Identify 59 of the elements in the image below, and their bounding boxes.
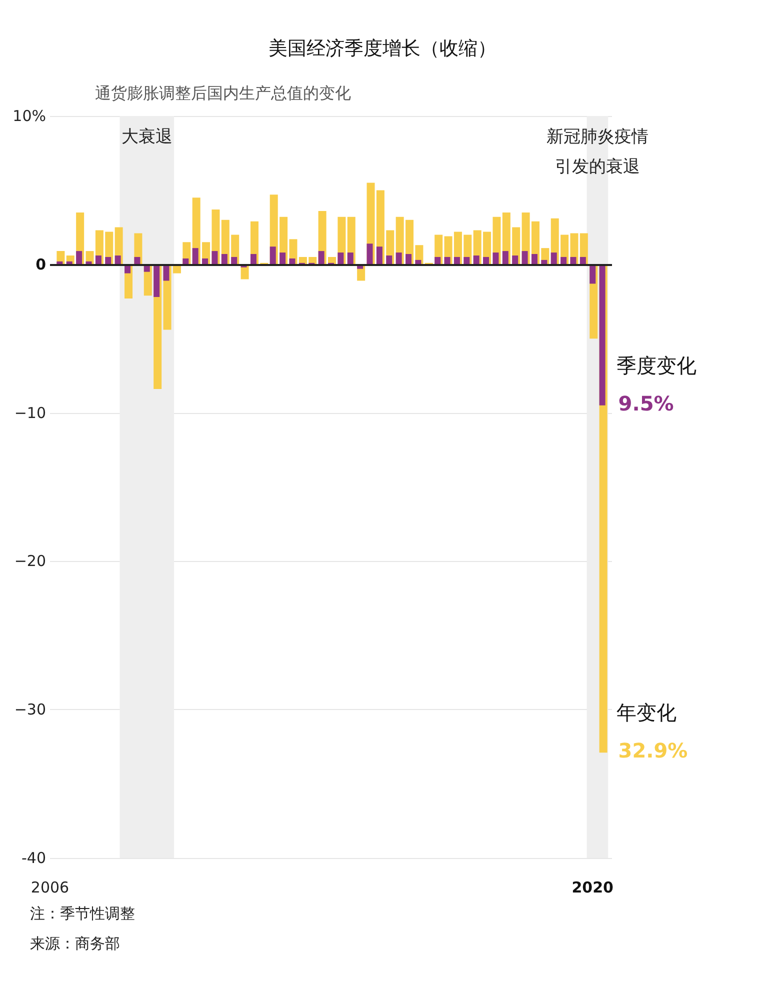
bar — [599, 264, 606, 406]
bar — [522, 251, 528, 264]
bar — [105, 256, 112, 264]
band-label: 大衰退 — [121, 127, 172, 147]
bar — [376, 246, 382, 264]
bar — [444, 256, 450, 264]
bar — [570, 256, 576, 264]
bar — [434, 256, 441, 264]
bar — [550, 252, 557, 264]
y-tick-label: −10 — [14, 404, 46, 422]
bar — [502, 251, 508, 264]
bar — [560, 256, 567, 264]
bar — [154, 264, 160, 298]
bar — [318, 251, 324, 264]
bar — [212, 251, 218, 264]
source-note: 来源：商务部 — [30, 934, 120, 952]
y-tick-label: −30 — [14, 700, 46, 719]
bar — [114, 255, 121, 264]
bar — [202, 258, 208, 264]
bar — [270, 246, 276, 264]
bar — [512, 255, 518, 264]
bar — [95, 255, 102, 264]
bar — [347, 252, 354, 264]
bar — [473, 255, 480, 264]
bar — [250, 254, 256, 264]
y-tick-label: 0 — [36, 255, 46, 274]
series-label: 年变化 — [616, 700, 676, 725]
text: 注：季节性调整 — [30, 904, 135, 922]
bar — [289, 258, 296, 264]
bar — [192, 248, 198, 264]
bar — [221, 254, 228, 264]
bar — [366, 244, 373, 264]
bar — [396, 252, 402, 264]
chart-subtitle: 通货膨胀调整后国内生产总值的变化 — [95, 84, 351, 102]
bar — [590, 264, 596, 284]
bar — [492, 252, 499, 264]
annotation: 9.5% — [618, 391, 674, 416]
x-tick-label: 2020 — [572, 878, 614, 896]
y-tick-label: -40 — [22, 849, 46, 867]
y-tick-label: −20 — [14, 552, 46, 570]
bar — [134, 256, 140, 264]
bar — [531, 254, 538, 264]
bar — [406, 254, 412, 264]
bar — [182, 258, 189, 264]
y-tick-label: 10% — [12, 107, 46, 125]
bar — [386, 255, 392, 264]
bar — [231, 256, 238, 264]
bar — [76, 251, 82, 264]
bar — [338, 252, 344, 264]
x-tick-label: 2006 — [30, 878, 70, 896]
series-label: 季度变化 — [616, 353, 696, 378]
bar — [464, 256, 470, 264]
band-label: 新冠肺炎疫情引发的衰退 — [546, 127, 648, 177]
bar — [580, 256, 586, 264]
bar — [280, 252, 286, 264]
bar — [454, 256, 460, 264]
chart-title: 美国经济季度增长（收缩） — [268, 38, 496, 60]
bar — [483, 256, 490, 264]
annotation: 32.9% — [618, 738, 688, 763]
